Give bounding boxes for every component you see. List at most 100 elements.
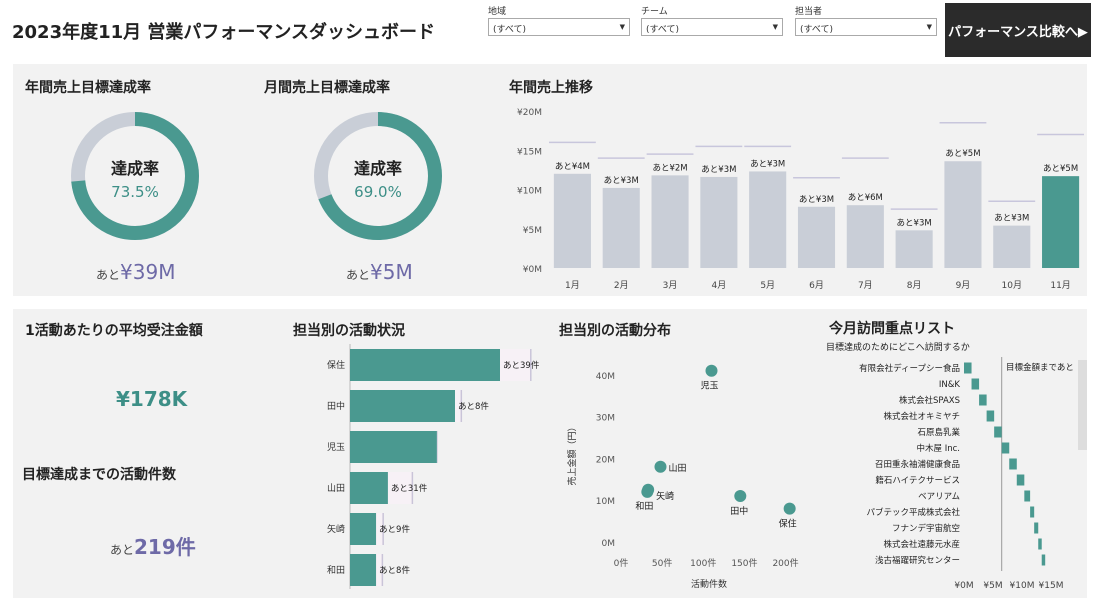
x-tick-label: 50件 bbox=[652, 557, 672, 569]
bar bbox=[350, 554, 377, 586]
filter-team-select[interactable]: (すべて) ▼ bbox=[641, 18, 783, 36]
y-tick-label: ¥15M bbox=[517, 147, 542, 157]
bar bbox=[1034, 522, 1039, 534]
x-tick-label: ¥0M bbox=[954, 581, 973, 591]
annual-remaining: あと¥39M bbox=[96, 260, 175, 284]
rep-activity-title: 担当別の活動状況 bbox=[293, 323, 405, 339]
x-tick-label: ¥15M bbox=[1039, 581, 1064, 591]
monthly-rate-title: 月間売上目標達成率 bbox=[264, 80, 390, 96]
data-label: あと¥6M bbox=[848, 193, 883, 203]
y-tick-label: 田中 bbox=[327, 400, 345, 412]
data-label: あと39件 bbox=[503, 360, 540, 371]
bar bbox=[700, 176, 738, 268]
visit-list-chart: 目標金額まであと 有限会社ディープシー食品 IN&K 株式会社SPAXS 株式会社オキミ… bbox=[859, 357, 1087, 591]
activities-needed: あと219件 bbox=[110, 531, 196, 560]
filter-region[interactable]: 地域 (すべて) ▼ bbox=[488, 4, 630, 36]
scatter-point bbox=[641, 485, 654, 498]
bar bbox=[895, 230, 933, 268]
y-tick-label: ¥20M bbox=[517, 108, 542, 118]
bar bbox=[944, 161, 982, 268]
data-label: あと¥2M bbox=[652, 163, 687, 173]
filter-rep-select[interactable]: (すべて) ▼ bbox=[795, 18, 937, 36]
y-tick-label: ¥0M bbox=[523, 265, 542, 275]
bar bbox=[971, 378, 980, 390]
y-tick-label: 中木屋 Inc. bbox=[917, 443, 960, 454]
avg-order-title: 1活動あたりの平均受注金額 bbox=[25, 323, 203, 339]
bottom-panel: 1活動あたりの平均受注金額 ¥178K 目標達成までの活動件数 あと219件 担… bbox=[13, 309, 1087, 598]
y-tick-label: パブテック平成株式会社 bbox=[866, 507, 960, 518]
x-tick-label: 7月 bbox=[858, 280, 873, 291]
bar bbox=[1009, 458, 1017, 470]
avg-order-value: ¥178K bbox=[116, 387, 188, 411]
top-panel: 年間売上目標達成率 達成率 73.5% あと¥39M 月間売上目標達成率 達成率… bbox=[13, 64, 1087, 296]
performance-compare-button[interactable]: パフォーマンス比較へ▶ bbox=[945, 3, 1091, 57]
scatter-point bbox=[654, 460, 667, 473]
activities-needed-title: 目標達成までの活動件数 bbox=[22, 467, 176, 483]
bar bbox=[602, 187, 640, 268]
filter-team[interactable]: チーム (すべて) ▼ bbox=[641, 4, 783, 36]
data-label: あと¥3M bbox=[701, 165, 736, 175]
visit-list-subtitle: 目標達成のためにどこへ訪問するか bbox=[826, 343, 970, 353]
filter-rep-value: (すべて) bbox=[800, 25, 834, 35]
annual-sales-title: 年間売上推移 bbox=[509, 80, 593, 96]
filter-region-select[interactable]: (すべて) ▼ bbox=[488, 18, 630, 36]
filter-rep-label: 担当者 bbox=[795, 7, 823, 17]
monthly-rate-center: 達成率 69.0% bbox=[313, 155, 443, 201]
y-tick-label: 有限会社ディープシー食品 bbox=[859, 363, 960, 374]
x-tick-label: ¥5M bbox=[983, 581, 1002, 591]
activities-needed-value: 219件 bbox=[134, 535, 196, 559]
x-tick-label: 1月 bbox=[565, 280, 580, 291]
filter-region-label: 地域 bbox=[488, 7, 507, 17]
x-tick-label: 6月 bbox=[809, 280, 824, 291]
annual-remaining-prefix: あと bbox=[96, 268, 121, 282]
bar bbox=[1016, 474, 1025, 486]
y-tick-label: 40M bbox=[596, 372, 615, 382]
x-tick-label: 11月 bbox=[1050, 280, 1070, 291]
bar bbox=[994, 426, 1002, 438]
rep-distribution-title: 担当別の活動分布 bbox=[559, 323, 671, 339]
bar bbox=[797, 206, 836, 268]
y-tick-label: 矢崎 bbox=[327, 523, 345, 535]
y-tick-label: 10M bbox=[596, 497, 615, 507]
monthly-rate-value: 69.0% bbox=[354, 183, 402, 201]
scatter-point bbox=[734, 490, 747, 503]
point-label: 保住 bbox=[779, 518, 797, 530]
point-label: 田中 bbox=[730, 505, 748, 517]
column-header: 目標金額まであと bbox=[1006, 362, 1074, 373]
data-label: あと¥3M bbox=[994, 214, 1029, 224]
monthly-remaining-value: ¥5M bbox=[370, 260, 413, 284]
data-label: あと31件 bbox=[391, 483, 428, 494]
y-tick-label: ¥5M bbox=[523, 226, 542, 236]
data-label: あと¥5M bbox=[1043, 164, 1078, 174]
data-label: あと¥5M bbox=[945, 149, 980, 159]
annual-rate-center: 達成率 73.5% bbox=[70, 155, 200, 201]
point-label: 山田 bbox=[668, 463, 686, 474]
y-tick-label: 山田 bbox=[327, 483, 345, 494]
monthly-remaining-prefix: あと bbox=[346, 268, 371, 282]
monthly-donut-progress bbox=[314, 112, 442, 240]
y-tick-label: 児玉 bbox=[327, 442, 345, 453]
bar bbox=[986, 410, 995, 422]
chevron-down-icon: ▼ bbox=[772, 23, 778, 31]
filter-rep[interactable]: 担当者 (すべて) ▼ bbox=[795, 4, 937, 36]
y-tick-label: 籍石ハイテクサービス bbox=[875, 475, 960, 486]
x-tick-label: 8月 bbox=[907, 280, 922, 291]
bar bbox=[749, 171, 787, 268]
data-label: あと¥3M bbox=[897, 218, 932, 228]
monthly-rate-donut bbox=[314, 112, 442, 240]
annual-rate-title: 年間売上目標達成率 bbox=[25, 80, 151, 96]
bar bbox=[350, 431, 437, 463]
filter-team-label: チーム bbox=[641, 7, 668, 17]
bar bbox=[1001, 442, 1010, 454]
annual-rate-value: 73.5% bbox=[111, 183, 159, 201]
x-tick-label: 200件 bbox=[772, 557, 798, 569]
bar bbox=[1038, 538, 1042, 550]
x-tick-label: 100件 bbox=[690, 557, 716, 569]
bar bbox=[1042, 176, 1080, 268]
x-tick-label: ¥10M bbox=[1010, 581, 1035, 591]
monthly-rate-label: 達成率 bbox=[353, 159, 402, 178]
y-tick-label: 保住 bbox=[327, 359, 345, 371]
x-tick-label: 2月 bbox=[614, 280, 629, 291]
y-tick-label: 召田重永袖浦健康食品 bbox=[875, 459, 960, 470]
